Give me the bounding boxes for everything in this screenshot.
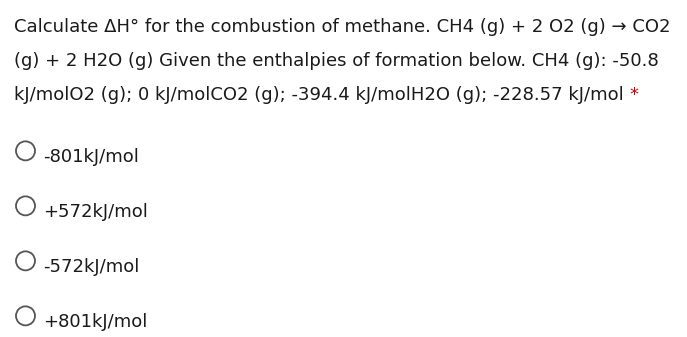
Text: -572kJ/mol: -572kJ/mol bbox=[43, 258, 139, 276]
Text: Calculate ΔH° for the combustion of methane. CH4 (g) + 2 O2 (g) → CO2: Calculate ΔH° for the combustion of meth… bbox=[14, 18, 671, 36]
Text: *: * bbox=[629, 86, 638, 104]
Text: kJ/molO2 (g); 0 kJ/molCO2 (g); -394.4 kJ/molH2O (g); -228.57 kJ/mol: kJ/molO2 (g); 0 kJ/molCO2 (g); -394.4 kJ… bbox=[14, 86, 629, 104]
Text: -801kJ/mol: -801kJ/mol bbox=[43, 148, 139, 166]
Text: (g) + 2 H2O (g) Given the enthalpies of formation below. CH4 (g): -50.8: (g) + 2 H2O (g) Given the enthalpies of … bbox=[14, 52, 659, 70]
Text: +572kJ/mol: +572kJ/mol bbox=[43, 203, 148, 221]
Text: +801kJ/mol: +801kJ/mol bbox=[43, 313, 148, 331]
